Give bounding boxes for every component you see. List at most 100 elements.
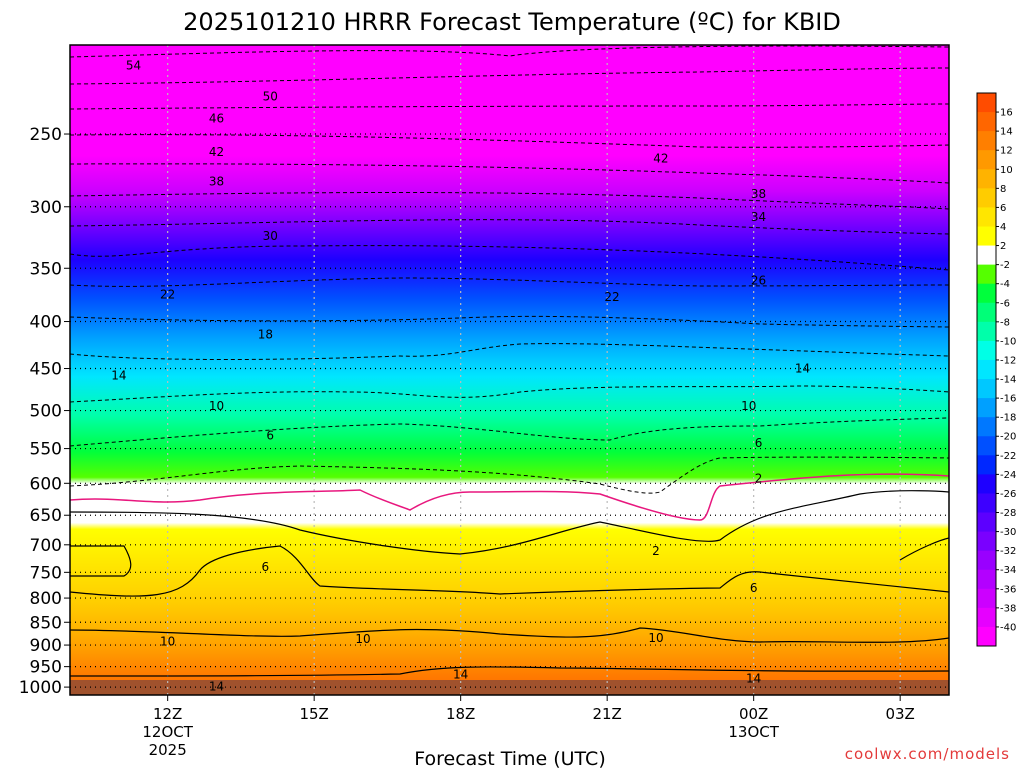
isotherm-label-6: 6 (755, 436, 763, 450)
isotherm-minus-50 (70, 67, 949, 85)
isotherm-label-10: 10 (160, 635, 175, 649)
colorbar: 16 14 12 10 8 6 4 2 -2 -4 -6 -8 -10 -12 -14 -16 -18 -20 -2… (976, 92, 1016, 647)
colorbar-swatch-m14 (977, 379, 996, 399)
colorbar-tick-label--12: -12 (1000, 355, 1016, 366)
isotherm-2 (70, 490, 949, 555)
colorbar-swatch-m40 (977, 626, 996, 647)
isotherm-minus-22 (70, 277, 949, 287)
colorbar-tick-label--34: -34 (1000, 565, 1016, 576)
colorbar-tick-label-10: 10 (1000, 165, 1013, 176)
colorbar-swatch-p2 (977, 226, 996, 247)
plot-frame (69, 44, 950, 696)
y-tick-label-450: 450 (30, 360, 62, 380)
colorbar-tick-label--36: -36 (1000, 584, 1016, 595)
colorbar-swatch-m30 (977, 531, 996, 552)
isotherm-label-38: 38 (751, 187, 766, 201)
colorbar-swatch-p6 (977, 188, 996, 208)
isotherm-6 (70, 537, 949, 597)
colorbar-tick-label--2: -2 (1000, 260, 1010, 271)
colorbar-swatch-p10 (977, 150, 996, 170)
colorbar-tick-label-4: 4 (1000, 222, 1006, 233)
isotherm-label-6: 6 (266, 429, 274, 443)
y-tick-label-850: 850 (30, 613, 62, 633)
isotherm-label-22: 22 (160, 288, 175, 302)
colorbar-swatch-m12 (977, 359, 996, 380)
terrain-band (70, 680, 949, 695)
isotherm-label-2: 2 (755, 471, 763, 485)
isotherm-label-10: 10 (209, 399, 224, 413)
x-axis-label: Forecast Time (UTC) (414, 748, 605, 768)
isotherm-label-10: 10 (648, 631, 663, 645)
isotherm-minus-34 (70, 192, 949, 210)
isotherm-label-38: 38 (209, 175, 224, 189)
y-tick-label-300: 300 (30, 198, 62, 218)
isotherm-label-10: 10 (741, 399, 756, 413)
colorbar-tick-label--14: -14 (1000, 375, 1016, 386)
isotherm-label-10: 10 (355, 632, 370, 646)
isotherm-label-30: 30 (263, 229, 278, 243)
colorbar-tick-label--38: -38 (1000, 603, 1016, 614)
colorbar-swatch-p8 (977, 169, 996, 189)
isotherm-label-14: 14 (209, 680, 224, 694)
isotherm-label-14: 14 (746, 671, 761, 685)
isotherm-label-6: 6 (750, 581, 758, 595)
isotherm-label-22: 22 (604, 290, 619, 304)
colorbar-swatch-p4 (977, 207, 996, 227)
colorbar-swatch-m10 (977, 340, 996, 361)
colorbar-swatch-m38 (977, 607, 996, 628)
isotherm-minus-46 (70, 103, 949, 110)
isotherm-minus-42 (70, 134, 949, 148)
colorbar-tick-label--32: -32 (1000, 546, 1016, 557)
isotherm-label-34: 34 (751, 210, 766, 224)
colorbar-tick-label-8: 8 (1000, 184, 1006, 195)
colorbar-swatch-m20 (977, 436, 996, 456)
isotherm-minus-30 (70, 219, 949, 235)
y-tick-label-500: 500 (30, 402, 62, 422)
y-tick-label-800: 800 (30, 589, 62, 609)
y-tick-label-650: 650 (30, 506, 62, 526)
x-tick-label-15Z: 15Z (299, 705, 328, 723)
isotherm-label-42: 42 (209, 145, 224, 159)
x-tick-label-00Z: 00Z (739, 705, 768, 723)
isotherm-label-42: 42 (653, 151, 668, 165)
colorbar-tick-label-2: 2 (1000, 241, 1006, 252)
colorbar-swatch-m24 (977, 474, 996, 494)
y-tick-label-350: 350 (30, 259, 62, 279)
colorbar-swatch-m4 (977, 283, 996, 304)
colorbar-swatch-m34 (977, 569, 996, 590)
x-tick-date-12Z: 12OCT (142, 723, 193, 741)
x-tick-label-03Z: 03Z (885, 705, 914, 723)
colorbar-swatch-p16 (977, 93, 996, 113)
y-tick-label-900: 900 (30, 636, 62, 656)
isotherm-minus-10 (70, 385, 949, 403)
colorbar-swatch-m22 (977, 455, 996, 475)
colorbar-swatch-m18 (977, 417, 996, 437)
isotherm-label-26: 26 (751, 274, 766, 288)
y-tick-label-700: 700 (30, 536, 62, 556)
y-tick-label-550: 550 (30, 440, 62, 460)
colorbar-tick-label--22: -22 (1000, 451, 1016, 462)
isotherm-label-14: 14 (111, 369, 126, 383)
colorbar-tick-label--8: -8 (1000, 317, 1010, 328)
isotherm-label-14: 14 (795, 362, 810, 376)
isotherm-minus-18 (70, 315, 949, 328)
x-tick-label-21Z: 21Z (592, 705, 621, 723)
colorbar-swatch-m28 (977, 512, 996, 533)
colorbar-swatch-m6 (977, 302, 996, 323)
colorbar-tick-label--26: -26 (1000, 489, 1016, 500)
colorbar-tick-label--24: -24 (1000, 470, 1016, 481)
isotherm-minus-2 (70, 456, 949, 494)
colorbar-tick-label--20: -20 (1000, 432, 1016, 443)
y-tick-label-950: 950 (30, 658, 62, 678)
colorbar-tick-label--40: -40 (1000, 622, 1016, 633)
colorbar-tick-label--30: -30 (1000, 527, 1016, 538)
colorbar-tick-label-14: 14 (1000, 127, 1013, 138)
isotherm-label-14: 14 (453, 667, 468, 681)
colorbar-swatch-m2 (977, 264, 996, 285)
colorbar-swatch-m26 (977, 493, 996, 514)
colorbar-swatch-m8 (977, 321, 996, 342)
x-tick-label-18Z: 18Z (446, 705, 475, 723)
isotherm-label-2: 2 (652, 544, 660, 558)
